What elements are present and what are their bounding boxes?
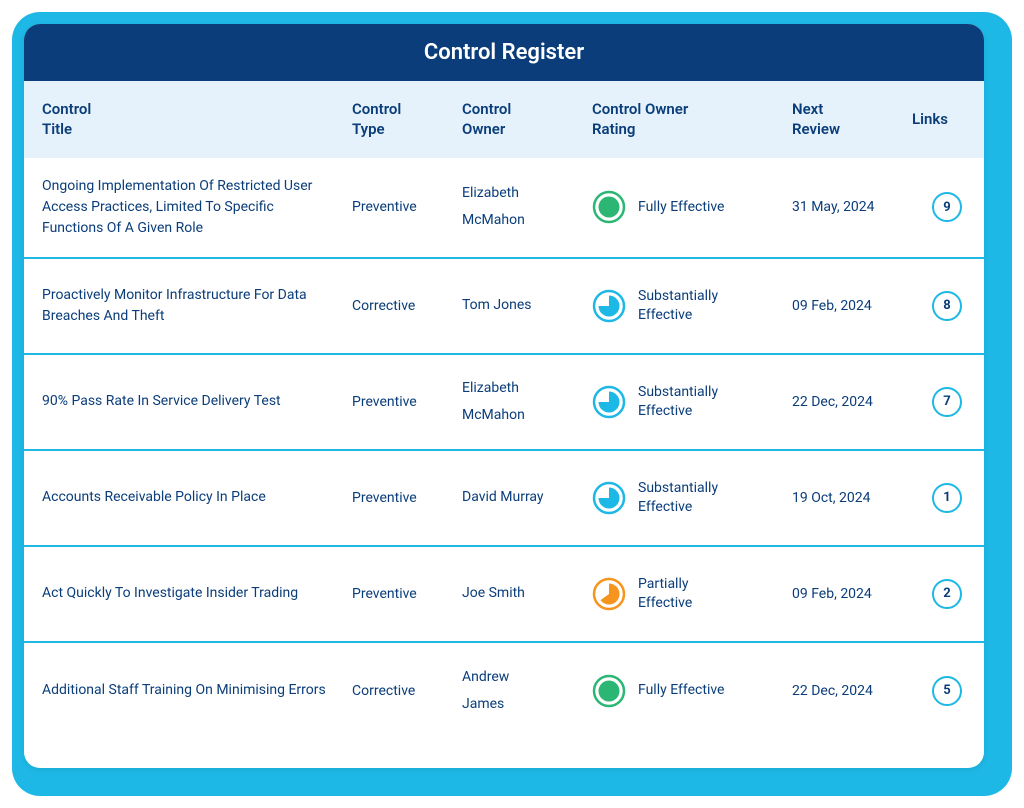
rating-label: SubstantiallyEffective — [638, 287, 718, 325]
col-rating: Control OwnerRating — [592, 99, 792, 140]
links-badge[interactable]: 9 — [932, 192, 962, 222]
cell-owner: ElizabethMcMahon — [462, 375, 592, 428]
cell-rating: SubstantiallyEffective — [592, 287, 792, 325]
cell-type: Corrective — [352, 298, 462, 314]
cell-rating: Fully Effective — [592, 674, 792, 708]
col-title: ControlTitle — [42, 99, 352, 140]
cell-title: Proactively Monitor Infrastructure For D… — [42, 285, 352, 327]
rating-icon — [592, 674, 626, 708]
cell-title: Ongoing Implementation Of Restricted Use… — [42, 176, 352, 239]
cell-type: Corrective — [352, 683, 462, 699]
cell-rating: SubstantiallyEffective — [592, 479, 792, 517]
cell-owner: Tom Jones — [462, 292, 592, 319]
col-review: NextReview — [792, 99, 912, 140]
cell-type: Preventive — [352, 586, 462, 602]
cell-title: Act Quickly To Investigate Insider Tradi… — [42, 583, 352, 604]
rating-icon — [592, 577, 626, 611]
links-badge[interactable]: 5 — [932, 676, 962, 706]
cell-rating: SubstantiallyEffective — [592, 383, 792, 421]
rating-label: Fully Effective — [638, 681, 724, 700]
cell-type: Preventive — [352, 490, 462, 506]
rating-icon — [592, 190, 626, 224]
cell-title: Accounts Receivable Policy In Place — [42, 487, 352, 508]
rating-label: SubstantiallyEffective — [638, 479, 718, 517]
rating-icon — [592, 385, 626, 419]
cell-owner: AndrewJames — [462, 664, 592, 717]
cell-owner: David Murray — [462, 484, 592, 511]
register-card: Control Register ControlTitle ControlTyp… — [24, 24, 984, 768]
cell-review: 31 May, 2024 — [792, 199, 912, 215]
table-header: ControlTitle ControlType ControlOwner Co… — [24, 81, 984, 158]
table-row[interactable]: Act Quickly To Investigate Insider Tradi… — [24, 547, 984, 643]
col-owner: ControlOwner — [462, 99, 592, 140]
table-row[interactable]: 90% Pass Rate In Service Delivery Test P… — [24, 355, 984, 451]
cell-title: 90% Pass Rate In Service Delivery Test — [42, 391, 352, 412]
cell-review: 22 Dec, 2024 — [792, 394, 912, 410]
links-badge[interactable]: 2 — [932, 579, 962, 609]
rating-label: SubstantiallyEffective — [638, 383, 718, 421]
rating-label: PartiallyEffective — [638, 575, 692, 613]
links-badge[interactable]: 8 — [932, 291, 962, 321]
table-row[interactable]: Accounts Receivable Policy In Place Prev… — [24, 451, 984, 547]
links-badge[interactable]: 7 — [932, 387, 962, 417]
cell-links: 2 — [912, 579, 982, 609]
cell-review: 22 Dec, 2024 — [792, 683, 912, 699]
cell-links: 5 — [912, 676, 982, 706]
rating-label: Fully Effective — [638, 198, 724, 217]
col-type: ControlType — [352, 99, 462, 140]
cell-links: 9 — [912, 192, 982, 222]
cell-owner: Joe Smith — [462, 580, 592, 607]
cell-review: 09 Feb, 2024 — [792, 586, 912, 602]
cell-title: Additional Staff Training On Minimising … — [42, 680, 352, 701]
cell-rating: PartiallyEffective — [592, 575, 792, 613]
page-title: Control Register — [24, 24, 984, 81]
cell-rating: Fully Effective — [592, 190, 792, 224]
cell-links: 1 — [912, 483, 982, 513]
table-body: Ongoing Implementation Of Restricted Use… — [24, 158, 984, 769]
cell-links: 7 — [912, 387, 982, 417]
rating-icon — [592, 289, 626, 323]
outer-frame: Control Register ControlTitle ControlTyp… — [12, 12, 1012, 796]
rating-icon — [592, 481, 626, 515]
cell-review: 09 Feb, 2024 — [792, 298, 912, 314]
table-row[interactable]: Proactively Monitor Infrastructure For D… — [24, 259, 984, 355]
links-badge[interactable]: 1 — [932, 483, 962, 513]
col-links: Links — [912, 109, 982, 129]
table-row[interactable]: Ongoing Implementation Of Restricted Use… — [24, 158, 984, 259]
cell-type: Preventive — [352, 199, 462, 215]
cell-type: Preventive — [352, 394, 462, 410]
cell-owner: ElizabethMcMahon — [462, 180, 592, 233]
table-row[interactable]: Additional Staff Training On Minimising … — [24, 643, 984, 739]
cell-review: 19 Oct, 2024 — [792, 490, 912, 506]
cell-links: 8 — [912, 291, 982, 321]
